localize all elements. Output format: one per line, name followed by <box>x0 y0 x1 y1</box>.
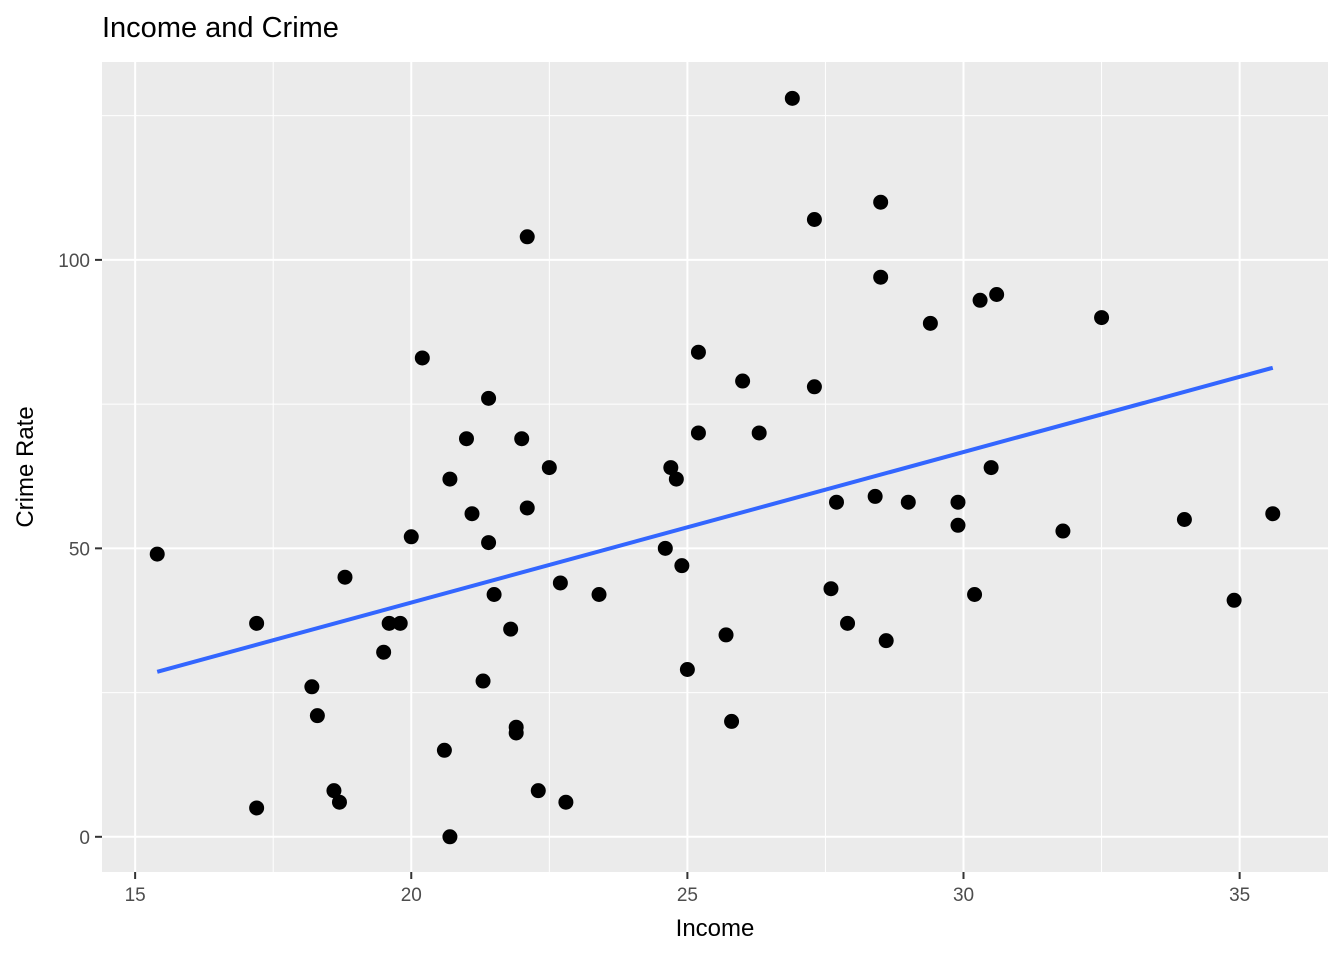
x-tick-label: 30 <box>953 885 974 906</box>
data-point <box>436 742 452 758</box>
data-point <box>668 471 684 487</box>
major-gridlines <box>102 62 1328 872</box>
data-point <box>724 713 740 729</box>
data-point <box>867 488 883 504</box>
x-tick-label: 20 <box>401 885 422 906</box>
data-point <box>735 373 751 389</box>
data-point <box>806 212 822 227</box>
data-point <box>326 783 342 799</box>
data-point <box>304 679 320 695</box>
data-point <box>381 615 397 631</box>
data-point <box>900 494 916 510</box>
data-point <box>376 644 392 660</box>
data-point <box>392 615 408 631</box>
data-point <box>486 587 502 602</box>
data-point <box>337 569 353 585</box>
data-point <box>690 344 706 360</box>
data-point <box>530 783 546 799</box>
data-point <box>1176 512 1192 527</box>
data-point <box>552 575 568 591</box>
data-point <box>873 269 889 285</box>
data-point <box>458 431 474 447</box>
data-point <box>972 292 988 308</box>
data-point <box>828 494 844 510</box>
data-point <box>950 494 966 510</box>
data-point <box>823 581 839 597</box>
fit-line <box>156 365 1274 674</box>
regression-line <box>156 365 1274 674</box>
data-point <box>442 829 458 845</box>
y-tick-label: 50 <box>69 539 90 560</box>
data-point <box>967 587 983 602</box>
data-point <box>806 379 822 395</box>
data-point <box>840 615 856 631</box>
data-point <box>464 506 480 522</box>
data-point <box>508 725 524 741</box>
plot-panel <box>102 62 1328 872</box>
data-point <box>950 517 966 533</box>
data-point <box>481 390 497 406</box>
data-point <box>878 633 894 649</box>
x-tick-label: 35 <box>1229 885 1250 906</box>
data-point <box>718 627 734 643</box>
data-point <box>442 471 458 487</box>
minor-gridlines <box>102 62 1328 872</box>
data-point <box>414 350 430 366</box>
x-axis-label: Income <box>675 915 755 942</box>
scatter-points <box>149 90 1281 845</box>
data-point <box>784 90 800 106</box>
data-point <box>309 708 325 724</box>
data-point <box>403 529 419 545</box>
data-point <box>503 621 519 637</box>
y-axis: 0 50 100 <box>58 251 102 849</box>
data-point <box>519 229 535 245</box>
data-point <box>481 535 497 551</box>
data-point <box>475 673 491 689</box>
data-point <box>1055 523 1071 539</box>
data-point <box>873 194 889 210</box>
y-tick-label: 100 <box>58 251 90 272</box>
data-point <box>558 794 574 810</box>
data-point <box>983 460 999 476</box>
data-point <box>249 615 265 631</box>
data-point <box>690 425 706 441</box>
data-point <box>249 800 265 816</box>
data-point <box>149 546 165 562</box>
data-point <box>657 540 673 556</box>
y-tick-label: 0 <box>79 828 90 849</box>
data-point <box>989 287 1005 302</box>
chart-title: Income and Crime <box>102 12 339 44</box>
data-point <box>922 315 938 331</box>
data-point <box>751 425 767 441</box>
data-point <box>679 662 695 677</box>
data-point <box>663 460 679 476</box>
data-point <box>1265 506 1281 522</box>
x-axis: 15 20 25 30 35 <box>125 872 1250 906</box>
data-point <box>591 587 607 602</box>
data-point <box>1094 310 1110 326</box>
data-point <box>519 500 535 516</box>
data-point <box>1226 592 1242 608</box>
data-point <box>331 794 347 810</box>
x-tick-label: 15 <box>125 885 146 906</box>
data-point <box>541 460 557 476</box>
data-point <box>674 558 690 574</box>
x-tick-label: 25 <box>677 885 698 906</box>
data-point <box>514 431 530 447</box>
